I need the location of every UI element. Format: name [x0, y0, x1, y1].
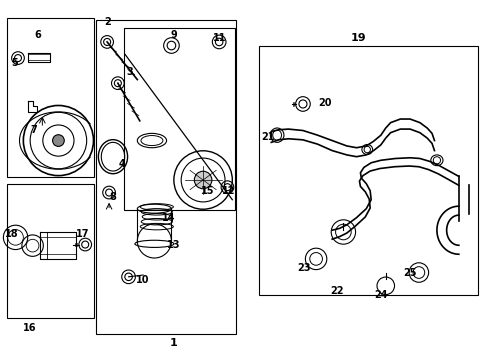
Text: 7: 7	[31, 125, 38, 135]
Text: 16: 16	[23, 323, 37, 333]
Text: 20: 20	[318, 98, 331, 108]
Text: 9: 9	[170, 30, 177, 40]
Text: 22: 22	[329, 286, 343, 296]
Text: 18: 18	[5, 229, 19, 239]
Text: 21: 21	[261, 132, 274, 142]
Text: 11: 11	[213, 33, 226, 43]
Text: 13: 13	[167, 239, 180, 249]
Text: 24: 24	[373, 290, 387, 300]
Bar	[7, 184, 94, 318]
Text: 14: 14	[162, 213, 175, 222]
Bar	[123, 28, 234, 211]
Text: 1: 1	[170, 338, 177, 348]
Bar	[7, 18, 94, 177]
Circle shape	[194, 171, 211, 189]
Text: 17: 17	[76, 229, 89, 239]
Text: 10: 10	[135, 275, 149, 285]
Bar	[259, 45, 477, 295]
Text: 12: 12	[222, 186, 235, 196]
Text: 19: 19	[350, 33, 366, 43]
Circle shape	[53, 135, 64, 147]
Text: 3: 3	[126, 67, 133, 77]
Bar	[96, 21, 235, 334]
Text: 5: 5	[11, 58, 18, 68]
Text: 6: 6	[34, 30, 41, 40]
Text: 4: 4	[118, 159, 125, 169]
Text: 2: 2	[104, 17, 111, 27]
Text: 25: 25	[403, 268, 416, 278]
Text: 8: 8	[109, 192, 116, 202]
Text: 15: 15	[201, 186, 214, 196]
Text: 23: 23	[297, 263, 310, 273]
